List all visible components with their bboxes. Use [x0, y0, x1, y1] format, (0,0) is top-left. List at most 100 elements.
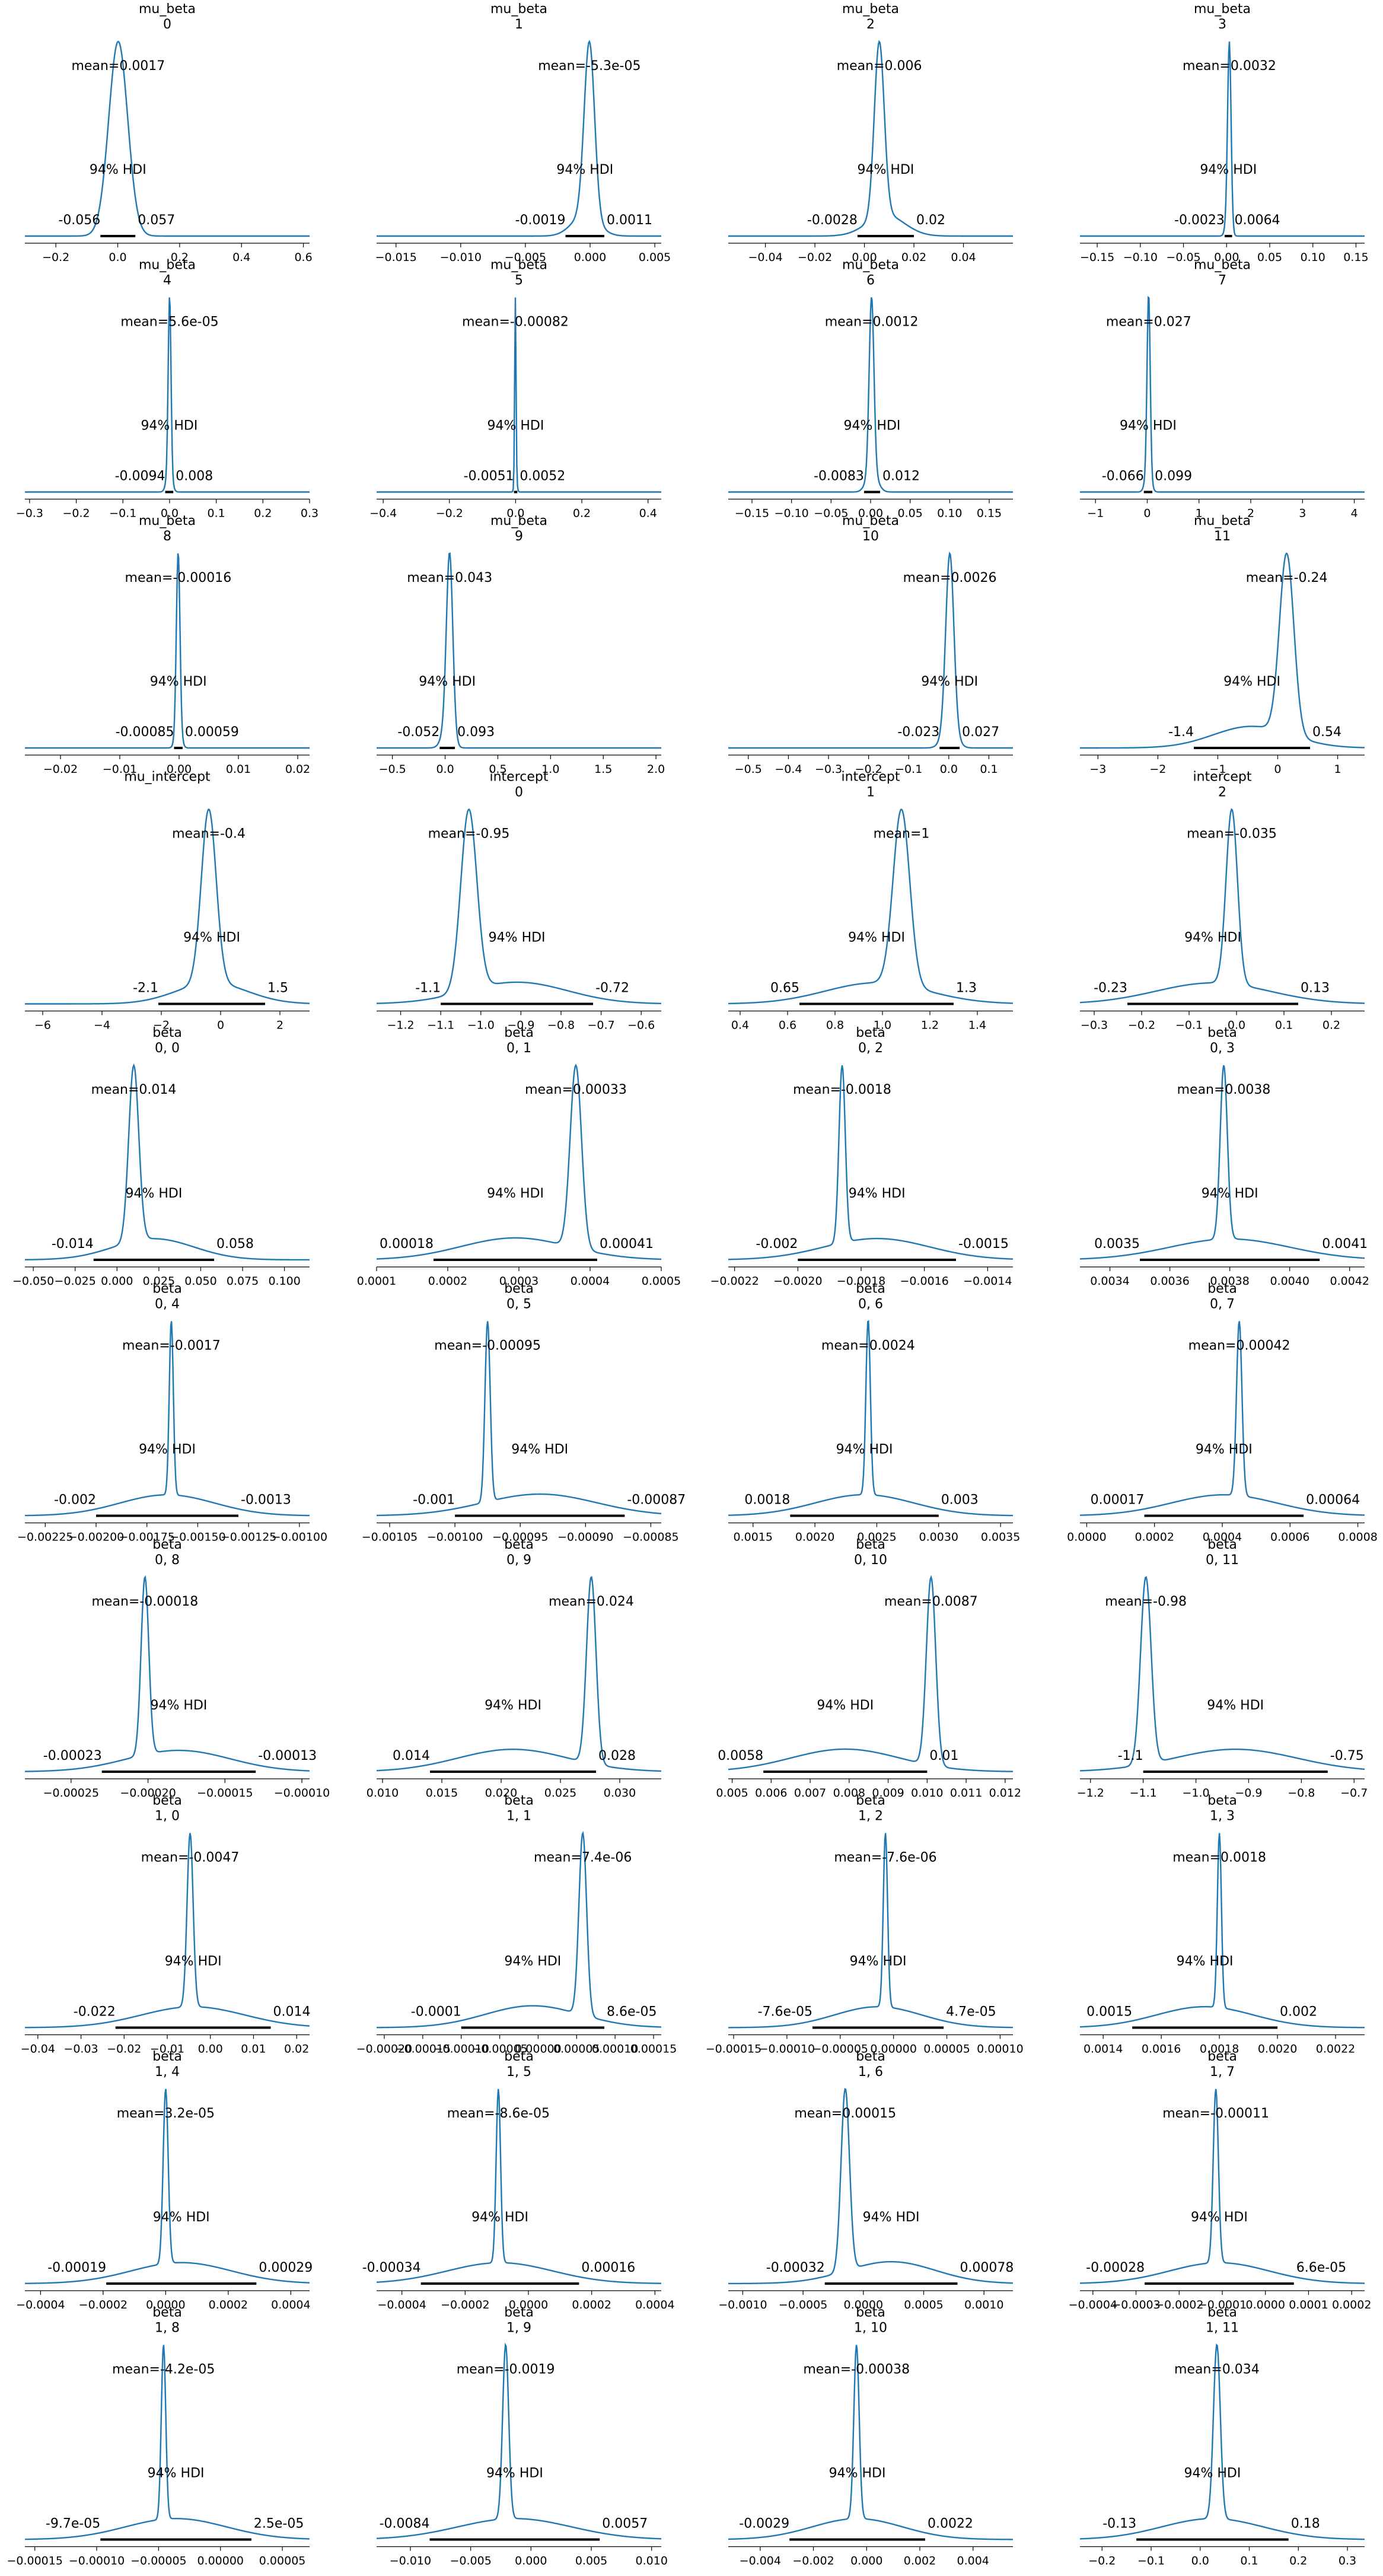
density-curve [377, 552, 661, 749]
hdi-lower-label: 0.65 [770, 981, 799, 996]
x-tick-label: 0.0020 [1258, 2043, 1297, 2056]
hdi-upper-label: 0.00029 [259, 2260, 313, 2275]
hdi-label: 94% HDI [487, 1186, 544, 1201]
mean-label: mean=-0.00016 [125, 571, 232, 585]
x-tick-label: −1 [1209, 763, 1226, 776]
x-tick-label: 0.0006 [1270, 1531, 1309, 1544]
hdi-label: 94% HDI [817, 1698, 874, 1713]
x-tick-label: 0.0002 [209, 2298, 248, 2311]
x-tick-label: 0.0004 [271, 2298, 310, 2311]
panel-subtitle: 0, 6 [858, 1297, 883, 1312]
x-tick-label: 0.0022 [1316, 2043, 1355, 2056]
hdi-upper-label: 0.18 [1291, 2517, 1320, 2532]
hdi-lower-label: -0.00034 [362, 2260, 421, 2275]
x-tick-label: −0.01 [103, 763, 137, 776]
x-tick-label: 0.02 [901, 251, 926, 264]
x-tick-label: −0.2 [436, 507, 463, 520]
hdi-lower-label: -0.002 [756, 1237, 798, 1252]
x-tick-label: 0.0008 [1338, 1531, 1377, 1544]
hdi-upper-label: 0.0041 [1322, 1237, 1368, 1252]
hdi-label: 94% HDI [151, 1698, 208, 1713]
hdi-upper-label: -0.75 [1330, 1749, 1364, 1763]
panel-title: mu_beta [139, 514, 196, 528]
x-tick-label: 0.010 [636, 2555, 668, 2568]
mean-label: mean=-0.00018 [92, 1594, 199, 1609]
panel-subtitle: 1, 6 [858, 2065, 883, 2080]
hdi-lower-label: -0.056 [58, 213, 100, 228]
panel-title: beta [856, 1794, 885, 1808]
x-tick-label: 0.0 [436, 763, 454, 776]
hdi-upper-label: 0.058 [216, 1237, 254, 1252]
mean-label: mean=-5.3e-05 [538, 59, 640, 74]
panel-title: mu_beta [1194, 514, 1251, 528]
hdi-lower-label: -0.00019 [47, 2260, 106, 2275]
x-tick-label: 0.0042 [1330, 1275, 1369, 1288]
hdi-lower-label: -0.0001 [411, 2005, 461, 2020]
x-tick-label: 0 [217, 1019, 224, 1032]
x-tick-label: −0.05 [1166, 251, 1200, 264]
hdi-lower-label: -0.00085 [116, 725, 174, 740]
x-tick-label: 0.00 [858, 507, 883, 520]
x-tick-label: 0.100 [268, 1275, 300, 1288]
x-tick-label: −0.002 [792, 2555, 834, 2568]
mean-label: mean=0.043 [407, 571, 492, 585]
mean-label: mean=-0.0017 [122, 1339, 221, 1354]
mean-label: mean=0.0024 [821, 1339, 915, 1354]
hdi-lower-label: -1.1 [415, 981, 441, 996]
hdi-lower-label: -2.1 [133, 981, 158, 996]
x-tick-label: 0.006 [755, 1787, 787, 1800]
x-tick-label: −0.004 [740, 2555, 781, 2568]
hdi-lower-label: -0.0029 [739, 2517, 789, 2532]
x-tick-label: −0.00225 [17, 1531, 74, 1544]
x-tick-label: −0.9 [507, 1019, 534, 1032]
mean-label: mean=-0.00095 [434, 1339, 541, 1354]
panel-title: beta [504, 1026, 534, 1040]
x-tick-label: 0.3 [301, 507, 318, 520]
hdi-label: 94% HDI [487, 419, 544, 434]
panel-subtitle: 0, 0 [155, 1041, 180, 1056]
panel-subtitle: 1, 2 [858, 1809, 883, 1824]
density-curve [376, 1063, 662, 1260]
panel-title: mu_beta [842, 2, 899, 17]
x-tick-label: 0.0 [109, 251, 126, 264]
x-tick-label: −0.04 [21, 2043, 55, 2056]
hdi-label: 94% HDI [1202, 1186, 1258, 1201]
hdi-upper-label: 0.00059 [185, 725, 239, 740]
x-tick-label: 0.009 [872, 1787, 904, 1800]
hdi-label: 94% HDI [150, 674, 207, 689]
x-tick-label: 0 [1274, 763, 1281, 776]
x-tick-label: −0.050 [12, 1275, 54, 1288]
panel-title: beta [856, 2306, 885, 2320]
hdi-label: 94% HDI [148, 2466, 205, 2481]
hdi-label: 94% HDI [1223, 674, 1280, 689]
hdi-lower-label: -0.13 [1102, 2517, 1136, 2532]
panel-title: beta [504, 1794, 534, 1808]
panel-title: mu_beta [842, 258, 899, 273]
hdi-label: 94% HDI [504, 1954, 561, 1969]
x-tick-label: −0.2 [855, 763, 882, 776]
panel-subtitle: 8 [163, 529, 171, 544]
x-tick-label: −0.10 [775, 507, 809, 520]
hdi-upper-label: 0.0022 [928, 2517, 973, 2532]
x-tick-label: −0.00200 [68, 1531, 125, 1544]
hdi-label: 94% HDI [1177, 1954, 1234, 1969]
x-tick-label: −0.0004 [377, 2298, 426, 2311]
panel-title: mu_beta [1194, 2, 1251, 17]
mean-label: mean=-0.98 [1105, 1594, 1187, 1609]
x-tick-label: 0.02 [284, 2043, 309, 2056]
x-tick-label: −0.010 [440, 251, 482, 264]
x-tick-label: −0.2 [42, 251, 69, 264]
hdi-lower-label: 0.014 [393, 1749, 430, 1763]
x-tick-label: −0.00010 [433, 2043, 489, 2056]
x-tick-label: 0.00 [167, 763, 192, 776]
panel-title: intercept [490, 770, 549, 785]
x-tick-label: 0.5 [489, 763, 506, 776]
mean-label: mean=-0.0019 [457, 2362, 555, 2377]
x-tick-label: 4 [1350, 507, 1357, 520]
mean-label: mean=0.024 [549, 1594, 634, 1609]
hdi-lower-label: 0.0015 [1086, 2005, 1132, 2020]
x-tick-label: 0.0 [940, 763, 958, 776]
hdi-lower-label: 0.00017 [1091, 1493, 1145, 1508]
x-tick-label: 0.10 [937, 507, 962, 520]
mean-label: mean=3.2e-05 [117, 2106, 215, 2121]
